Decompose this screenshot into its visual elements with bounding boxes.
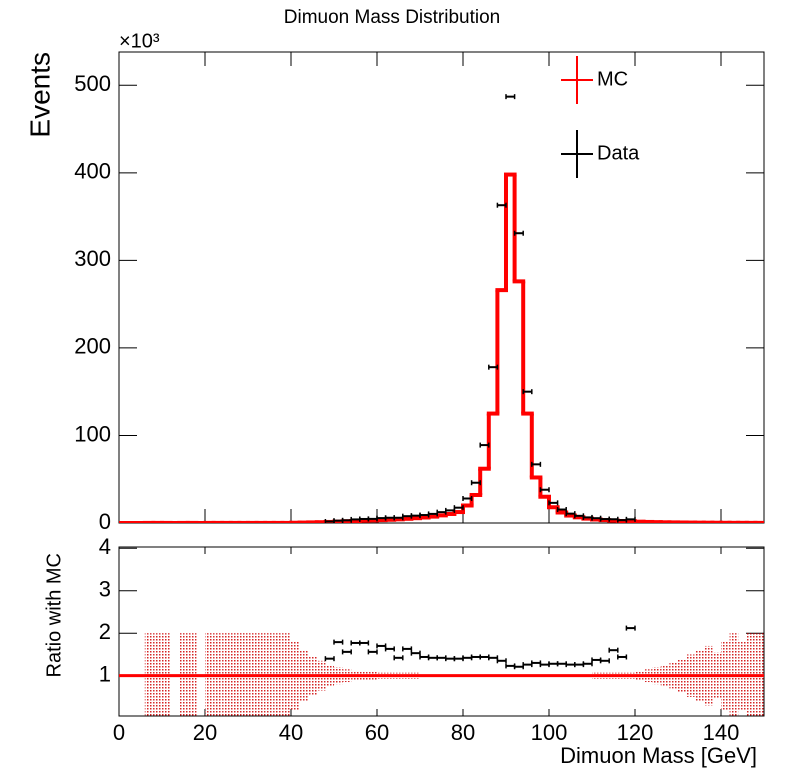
x-tick-label: 80 [451, 720, 475, 745]
data-point [505, 663, 516, 669]
data-point [556, 661, 567, 667]
data-point [505, 94, 516, 100]
data-point [522, 662, 533, 668]
data-point [479, 442, 490, 448]
data-point [599, 658, 610, 664]
data-point [522, 389, 533, 395]
data-point [625, 516, 636, 522]
data-point [427, 655, 438, 661]
data-point [539, 662, 550, 668]
data-point [393, 655, 404, 661]
data-point [479, 654, 490, 660]
data-point [470, 480, 481, 486]
data-point [384, 646, 395, 652]
data-point [419, 654, 430, 660]
y-tick-label: 4 [99, 534, 111, 559]
y-axis-title: Events [24, 52, 55, 138]
data-point [324, 656, 335, 662]
plot-frame [118, 546, 765, 717]
y-tick-label: 200 [74, 334, 111, 359]
data-point [617, 654, 628, 660]
data-point [608, 647, 619, 653]
data-point [496, 658, 507, 664]
y-tick-label: 300 [74, 246, 111, 271]
y-tick-label: 3 [99, 577, 111, 602]
x-tick-label: 140 [703, 720, 740, 745]
y-axis-title: Ratio with MC [43, 553, 65, 677]
legend-label: MC [597, 68, 628, 90]
data-point [333, 639, 344, 645]
data-point [341, 649, 352, 655]
y-tick-label: 0 [99, 509, 111, 534]
data-point [565, 662, 576, 668]
data-point [496, 202, 507, 208]
data-point [410, 650, 421, 656]
y-tick-label: 100 [74, 421, 111, 446]
data-point [350, 640, 361, 646]
data-point [548, 500, 559, 506]
data-point [445, 656, 456, 662]
data-point [488, 655, 499, 661]
plot-frame [118, 51, 765, 524]
data-point [402, 646, 413, 652]
data-point [462, 495, 473, 501]
x-tick-label: 40 [279, 720, 303, 745]
chart-title: Dimuon Mass Distribution [284, 7, 500, 28]
data-point [488, 364, 499, 370]
x-tick-label: 20 [193, 720, 217, 745]
data-point [513, 664, 524, 670]
data-point [574, 662, 585, 668]
data-point [470, 654, 481, 660]
y-tick-label: 2 [99, 619, 111, 644]
data-point [625, 625, 636, 631]
data-point [453, 505, 464, 511]
data-point [539, 487, 550, 493]
data-point [582, 661, 593, 667]
x-tick-label: 60 [365, 720, 389, 745]
data-point [359, 640, 370, 646]
plot-area [119, 625, 764, 716]
x-tick-label: 0 [113, 720, 125, 745]
data-point [591, 657, 602, 663]
data-point [376, 643, 387, 649]
legend-label: Data [597, 142, 640, 164]
data-point [453, 656, 464, 662]
y-scale-label: ×10³ [119, 30, 160, 52]
data-point [367, 649, 378, 655]
data-point [513, 230, 524, 236]
plot-area [119, 94, 764, 523]
data-point [531, 461, 542, 467]
data-point [462, 655, 473, 661]
x-tick-label: 120 [617, 720, 654, 745]
data-point [531, 660, 542, 666]
y-tick-label: 500 [74, 71, 111, 96]
x-axis-title: Dimuon Mass [GeV] [560, 743, 757, 768]
data-point [436, 655, 447, 661]
data-point [548, 661, 559, 667]
x-tick-label: 100 [531, 720, 568, 745]
y-tick-label: 400 [74, 159, 111, 184]
y-tick-label: 1 [99, 661, 111, 686]
